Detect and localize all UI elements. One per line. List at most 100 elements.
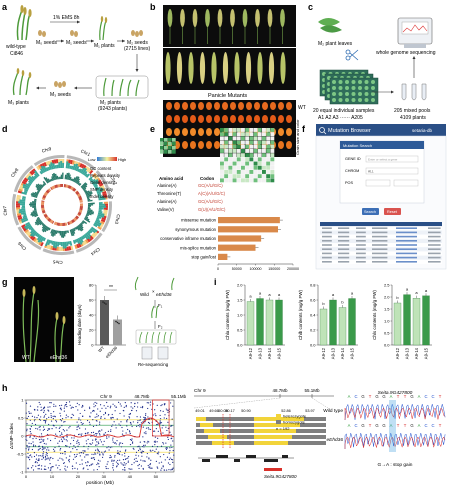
snp-point [156, 446, 159, 448]
snp-point [37, 428, 39, 430]
pos-start-input[interactable] [365, 179, 391, 187]
snp-point [46, 452, 48, 455]
gene-id-input[interactable] [365, 155, 419, 163]
snp-point [60, 409, 62, 411]
gene-density-bar [88, 176, 93, 181]
x-tick-label: A9-15 [277, 347, 282, 359]
y-axis-label: Heading date (days) [77, 304, 82, 345]
gene-density-bar [93, 183, 98, 188]
snp-density-bar [85, 190, 93, 195]
indel-heat [69, 185, 72, 189]
snp-point [167, 436, 169, 438]
gc-heat [48, 245, 52, 250]
plate-well [364, 80, 369, 84]
indel-heat [44, 192, 48, 195]
m2-lines-label: (2715 lines) [124, 46, 150, 52]
snp-point [55, 433, 57, 435]
snp-point [167, 427, 169, 430]
snp-point [90, 457, 93, 459]
arrowhead-icon [74, 86, 77, 90]
plate-well [345, 86, 349, 90]
indel-heat [73, 218, 77, 221]
reset-button[interactable] [384, 208, 401, 215]
heatmap-cell [257, 174, 262, 179]
snp-point [64, 451, 66, 453]
heatmap-cell [262, 140, 266, 145]
heatmap-cell [228, 178, 233, 183]
snp-point [76, 428, 78, 431]
snp-point [41, 465, 43, 467]
table-cell [396, 244, 417, 246]
position-label: 52.86 [281, 409, 291, 413]
chromosome-band [66, 155, 97, 171]
snp-point [50, 416, 52, 419]
track-legend-label: Gene density [90, 180, 116, 185]
gene-density-bar [39, 170, 43, 175]
pos-end-input[interactable] [393, 179, 419, 187]
heatmap-cell [257, 178, 262, 183]
snp-point [131, 425, 133, 428]
snp-point [87, 448, 89, 450]
snp-density-bar [32, 206, 37, 208]
snp-point [30, 454, 32, 456]
snp-point [128, 417, 131, 419]
chrom-select[interactable] [365, 167, 419, 175]
gc-heat [78, 243, 82, 248]
snp-density-bar [78, 183, 82, 186]
snp-density-bar [63, 230, 66, 237]
snp-density-bar [33, 208, 37, 211]
heatmap-cell [224, 165, 229, 170]
snp-density-bar [50, 229, 55, 236]
chl-bar [348, 298, 356, 346]
heatmap-cell [241, 128, 245, 132]
sequencer-icon [397, 17, 433, 48]
x-tick-label: 100000 [250, 267, 262, 271]
grain [270, 102, 276, 110]
photo-mut-label: eEhd36 [50, 355, 67, 361]
heatmap-cell [220, 161, 224, 166]
snp-point [166, 409, 168, 411]
snp-point [39, 455, 41, 457]
snp-point [77, 424, 80, 426]
gene-id-placeholder: Enter or select a gene [368, 158, 398, 162]
indel-heat [75, 191, 79, 195]
snp-density-bar [79, 222, 84, 227]
snp-point [81, 433, 83, 435]
codon-heatmap [160, 128, 275, 183]
snp-point [120, 446, 123, 448]
snp-point [72, 406, 74, 409]
base-call: G [375, 394, 378, 399]
snp-point [113, 421, 115, 423]
mutation-bar [218, 235, 262, 242]
indel-heat [42, 211, 46, 214]
snp-point [63, 462, 65, 464]
snp-point [28, 412, 31, 414]
snp-density-bar [72, 177, 76, 182]
base-call: C [424, 423, 427, 428]
snp-point [116, 418, 118, 420]
indel-heat [44, 193, 48, 196]
snp-point [96, 432, 98, 435]
snp-point [143, 416, 145, 418]
indel-heat [78, 211, 82, 213]
snp-point [166, 429, 168, 432]
indel-heat [70, 186, 73, 190]
search-button[interactable] [362, 208, 379, 215]
indel-heat [48, 218, 52, 222]
arrowhead-icon [391, 90, 394, 94]
indel-heat [57, 184, 59, 188]
table-cell [372, 231, 388, 234]
snp-point [61, 440, 63, 442]
snp-point [141, 455, 143, 457]
snp-point [69, 425, 71, 428]
snp-point [159, 414, 161, 417]
snp-point [139, 447, 141, 449]
grain [182, 102, 188, 110]
gene-density-bar [89, 227, 96, 234]
snp-point [165, 448, 168, 451]
snp-density-bar [87, 210, 95, 214]
snp-point [48, 410, 50, 412]
snp-point [129, 438, 132, 441]
snp-point [112, 424, 114, 426]
snp-point [127, 461, 129, 463]
